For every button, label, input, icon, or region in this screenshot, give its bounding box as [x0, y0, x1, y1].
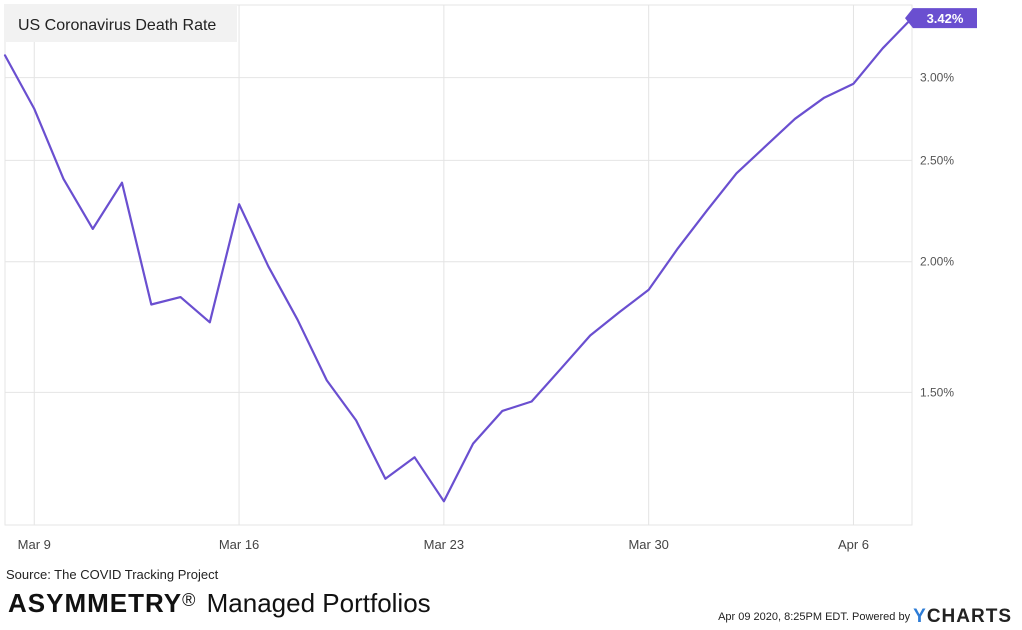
y-tick-label: 2.50% — [920, 153, 954, 167]
x-tick-label: Mar 30 — [628, 537, 668, 552]
ycharts-logo-y: Y — [913, 606, 927, 627]
last-value-label: 3.42% — [927, 11, 964, 26]
y-tick-label: 2.00% — [920, 255, 954, 269]
line-chart: 1.50% 2.00% 2.50% 3.00% Mar 9 Mar 16 Mar 23 Mar… — [3, 4, 977, 552]
chart-footer: Apr 09 2020, 8:25PM EDT. Powered by YCHA… — [718, 606, 1012, 628]
plot-frame — [4, 4, 913, 526]
brand-tagline: Managed Portfolios — [199, 588, 431, 618]
last-value-badge — [905, 8, 977, 29]
x-tick-label: Mar 16 — [219, 537, 259, 552]
series-line — [3, 17, 914, 503]
ycharts-logo[interactable]: YCHARTS — [913, 606, 1012, 627]
y-tick-label: 1.50% — [920, 385, 954, 399]
y-tick-label: 3.00% — [920, 71, 954, 85]
powered-by-label: Powered by — [851, 611, 911, 623]
chart-title: US Coronavirus Death Rate — [18, 17, 217, 34]
source-note: Source: The COVID Tracking Project — [6, 567, 219, 582]
brand-name: ASYMMETRY — [8, 588, 183, 618]
timestamp: Apr 09 2020, 8:25PM EDT. — [718, 611, 849, 623]
x-tick-label: Apr 6 — [838, 537, 869, 552]
chart-title-box: US Coronavirus Death Rate — [4, 4, 237, 42]
brand-registered-mark: ® — [182, 590, 196, 610]
x-tick-label: Mar 23 — [424, 537, 464, 552]
ycharts-logo-text: CHARTS — [926, 606, 1012, 627]
brand-logo: ASYMMETRY® Managed Portfolios — [8, 588, 431, 619]
x-tick-label: Mar 9 — [18, 537, 51, 552]
